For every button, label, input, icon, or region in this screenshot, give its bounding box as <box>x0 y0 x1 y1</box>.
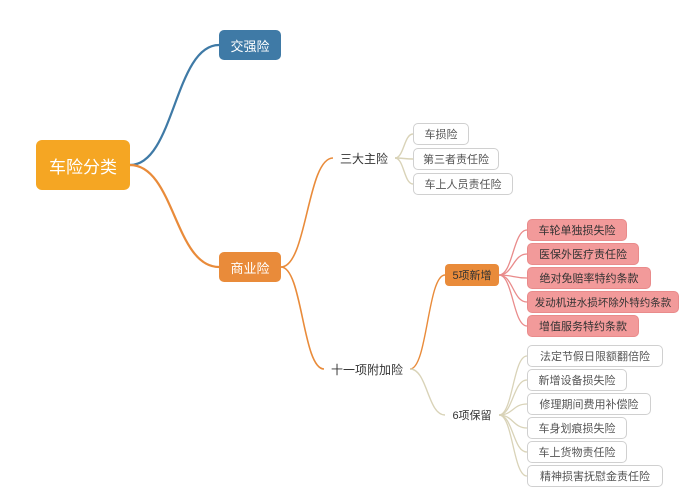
node-n6_6: 精神损害抚慰金责任险 <box>527 465 663 487</box>
edge-sdz-csr <box>395 158 413 184</box>
node-n5_4: 发动机进水损坏除外特约条款 <box>527 291 679 313</box>
node-root: 车险分类 <box>36 140 130 190</box>
node-n6_4: 车身划痕损失险 <box>527 417 627 439</box>
edge-syf-lxb <box>410 369 445 415</box>
edge-wxz-n5_2 <box>499 254 527 275</box>
node-sdz: 三大主险 <box>333 147 395 169</box>
edge-syx-sdz <box>281 158 333 267</box>
edge-lxb-n6_6 <box>499 415 527 476</box>
node-lxb: 6项保留 <box>445 405 499 425</box>
edge-lxb-n6_1 <box>499 356 527 415</box>
node-syx: 商业险 <box>219 252 281 282</box>
node-n6_2: 新增设备损失险 <box>527 369 627 391</box>
node-csr: 车上人员责任险 <box>413 173 513 195</box>
node-n5_5: 增值服务特约条款 <box>527 315 639 337</box>
node-syf: 十一项附加险 <box>324 358 410 380</box>
node-n5_1: 车轮单独损失险 <box>527 219 627 241</box>
edge-wxz-n5_4 <box>499 275 527 302</box>
edge-syx-syf <box>281 267 324 369</box>
edge-root-jqx <box>130 45 219 165</box>
node-wxz: 5项新增 <box>445 264 499 286</box>
node-dsz: 第三者责任险 <box>413 148 499 170</box>
node-n5_3: 绝对免赔率特约条款 <box>527 267 651 289</box>
node-n5_2: 医保外医疗责任险 <box>527 243 639 265</box>
edge-syf-wxz <box>410 275 445 369</box>
node-jqx: 交强险 <box>219 30 281 60</box>
edge-sdz-csx <box>395 134 413 158</box>
node-n6_1: 法定节假日限额翻倍险 <box>527 345 663 367</box>
edge-root-syx <box>130 165 219 267</box>
node-n6_5: 车上货物责任险 <box>527 441 627 463</box>
edge-wxz-n5_1 <box>499 230 527 275</box>
node-csx: 车损险 <box>413 123 469 145</box>
node-n6_3: 修理期间费用补偿险 <box>527 393 651 415</box>
